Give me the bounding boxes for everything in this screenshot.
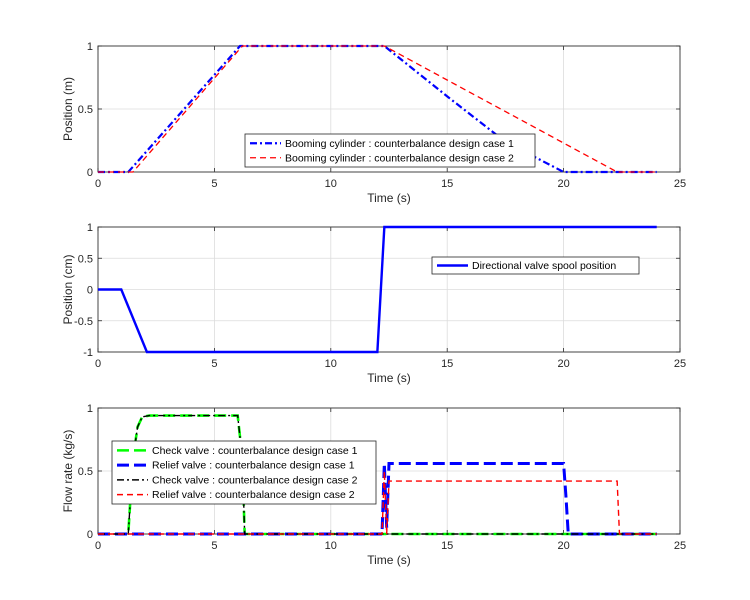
legend-box — [111, 440, 377, 505]
x-tick-label: 20 — [557, 178, 569, 190]
legend-entry-3: Check valve : counterbalance design case… — [152, 474, 358, 486]
y-tick-label: 0.5 — [78, 104, 93, 116]
x-tick-label: 25 — [674, 358, 686, 370]
y-tick-label: -1 — [83, 347, 93, 359]
x-tick-label: 20 — [557, 540, 569, 552]
series-line-2 — [98, 461, 657, 536]
axes-3: 0 5 10 15 20 25 0 0.5 1 Time (s) Flow rate (kg/s) C… — [61, 403, 686, 567]
x-tick-label: 10 — [325, 358, 337, 370]
x-axis-label: Time (s) — [367, 371, 411, 385]
x-axis-label: Time (s) — [367, 191, 411, 205]
legend-entry-4: Relief valve : counterbalance design cas… — [152, 489, 355, 501]
x-tick-label: 15 — [441, 540, 453, 552]
x-tick-label: 25 — [674, 178, 686, 190]
legend-entry-2: Booming cylinder : counterbalance design… — [285, 152, 514, 164]
axes-border — [97, 45, 681, 173]
axes-border — [97, 407, 681, 535]
x-tick-label: 5 — [211, 540, 217, 552]
series-line-1 — [98, 225, 657, 354]
x-tick-label: 0 — [95, 178, 101, 190]
y-tick-label: 0 — [87, 167, 93, 179]
x-tick-label: 15 — [441, 358, 453, 370]
legend-entry-1: Booming cylinder : counterbalance design… — [285, 138, 514, 150]
legend: Booming cylinder : counterbalance design… — [244, 133, 536, 168]
series-line-4 — [98, 470, 657, 535]
y-axis-label: Position (cm) — [61, 254, 75, 324]
x-tick-label: 25 — [674, 540, 686, 552]
y-tick-label: -0.5 — [74, 316, 93, 328]
x-tick-label: 20 — [557, 358, 569, 370]
legend-entry-2: Relief valve : counterbalance design cas… — [152, 460, 355, 472]
y-axis-label: Flow rate (kg/s) — [61, 430, 75, 513]
series-line-2 — [98, 45, 657, 173]
y-tick-label: 0 — [87, 529, 93, 541]
y-tick-label: 0.5 — [78, 466, 93, 478]
x-tick-label: 5 — [211, 358, 217, 370]
x-tick-label: 0 — [95, 358, 101, 370]
x-tick-label: 10 — [325, 178, 337, 190]
x-tick-label: 15 — [441, 178, 453, 190]
y-tick-label: 0.5 — [78, 253, 93, 265]
legend-entry-1: Directional valve spool position — [472, 260, 616, 272]
y-axis-label: Position (m) — [61, 77, 75, 141]
legend-box — [431, 256, 640, 275]
x-axis-label: Time (s) — [367, 553, 411, 567]
y-tick-label: 1 — [87, 222, 93, 234]
x-tick-label: 0 — [95, 540, 101, 552]
legend-entry-1: Check valve : counterbalance design case… — [152, 445, 358, 457]
axes-2: 0 5 10 15 20 25 -1 -0.5 0 0.5 1 Time (s) Position (c… — [61, 222, 686, 385]
legend: Directional valve spool position — [431, 256, 640, 275]
legend: Check valve : counterbalance design case… — [111, 440, 377, 505]
x-tick-label: 10 — [325, 540, 337, 552]
legend-box — [244, 133, 536, 168]
y-tick-label: 1 — [87, 41, 93, 53]
y-tick-label: 0 — [87, 285, 93, 297]
y-tick-label: 1 — [87, 403, 93, 415]
axes-1: 0 5 10 15 20 25 0 0.5 1 Time (s) Position (m) Boomi… — [61, 41, 686, 205]
x-tick-label: 5 — [211, 178, 217, 190]
